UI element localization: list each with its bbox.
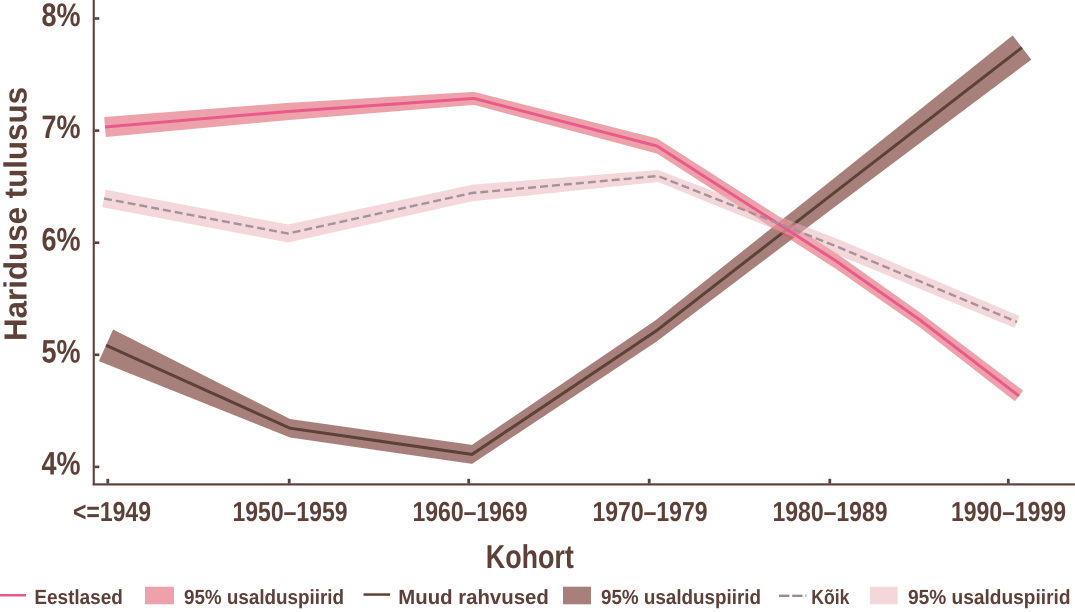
svg-text:95% usalduspiirid: 95% usalduspiirid: [184, 586, 344, 609]
svg-text:1950–1959: 1950–1959: [233, 496, 348, 527]
svg-text:Muud rahvused: Muud rahvused: [398, 586, 549, 609]
svg-text:Kõik: Kõik: [811, 586, 850, 609]
svg-text:5%: 5%: [42, 333, 81, 369]
svg-text:8%: 8%: [42, 0, 81, 33]
svg-text:1970–1979: 1970–1979: [593, 496, 708, 527]
svg-text:Kohort: Kohort: [486, 538, 574, 575]
svg-text:6%: 6%: [42, 221, 81, 257]
svg-text:7%: 7%: [42, 109, 81, 145]
svg-text:95% usalduspiirid: 95% usalduspiirid: [908, 586, 1071, 609]
svg-text:4%: 4%: [42, 446, 81, 482]
svg-text:1960–1969: 1960–1969: [413, 496, 528, 527]
svg-text:95% usalduspiirid: 95% usalduspiirid: [601, 586, 761, 609]
svg-text:<=1949: <=1949: [73, 496, 151, 527]
svg-text:1990–1999: 1990–1999: [951, 496, 1066, 527]
svg-text:Eestlased: Eestlased: [34, 586, 122, 609]
svg-text:Hariduse tulusus: Hariduse tulusus: [0, 87, 34, 341]
svg-text:1980–1989: 1980–1989: [773, 496, 888, 527]
